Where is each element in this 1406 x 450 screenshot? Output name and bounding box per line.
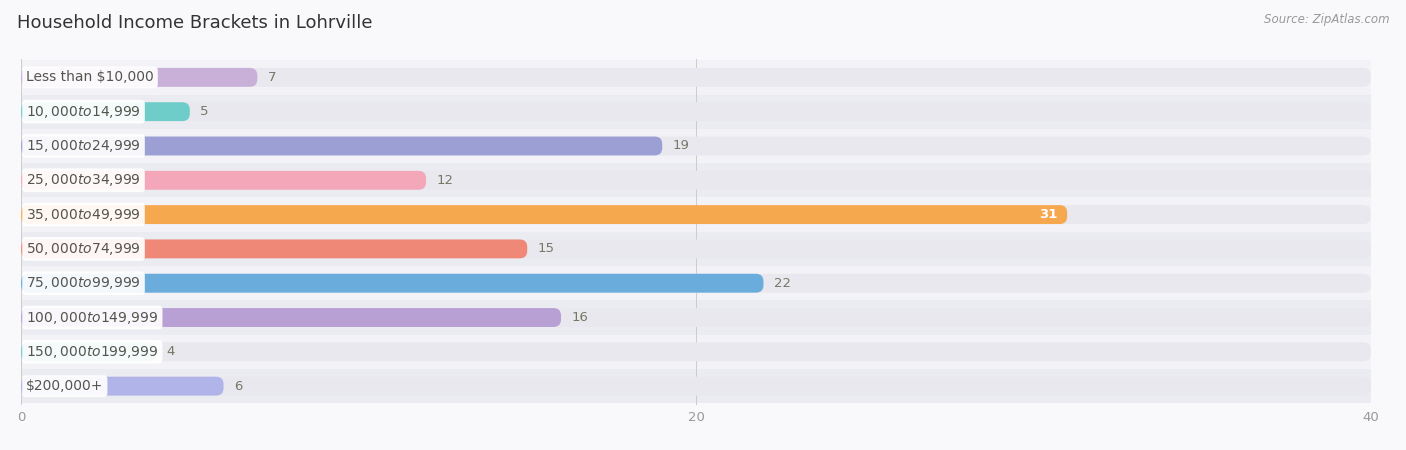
Text: 19: 19: [672, 140, 689, 153]
Bar: [21, 300, 1371, 335]
FancyBboxPatch shape: [21, 239, 1371, 258]
FancyBboxPatch shape: [21, 102, 190, 121]
Text: $200,000+: $200,000+: [27, 379, 104, 393]
FancyBboxPatch shape: [21, 274, 763, 292]
FancyBboxPatch shape: [21, 205, 1371, 224]
FancyBboxPatch shape: [21, 171, 426, 190]
Bar: [21, 94, 1371, 129]
Bar: [21, 335, 1371, 369]
Text: $100,000 to $149,999: $100,000 to $149,999: [27, 310, 159, 325]
FancyBboxPatch shape: [21, 377, 1371, 396]
FancyBboxPatch shape: [21, 102, 1371, 121]
Bar: [21, 129, 1371, 163]
Text: 5: 5: [200, 105, 208, 118]
Bar: [21, 198, 1371, 232]
Text: $15,000 to $24,999: $15,000 to $24,999: [27, 138, 141, 154]
Text: 22: 22: [773, 277, 790, 290]
Text: Less than $10,000: Less than $10,000: [27, 70, 153, 84]
Bar: [21, 266, 1371, 300]
Text: $35,000 to $49,999: $35,000 to $49,999: [27, 207, 141, 223]
FancyBboxPatch shape: [21, 136, 662, 155]
Text: 12: 12: [436, 174, 453, 187]
Text: 15: 15: [537, 243, 554, 256]
Bar: [21, 60, 1371, 94]
Text: 16: 16: [571, 311, 588, 324]
Bar: [21, 369, 1371, 403]
FancyBboxPatch shape: [21, 68, 257, 87]
Text: 31: 31: [1039, 208, 1057, 221]
FancyBboxPatch shape: [21, 205, 1067, 224]
FancyBboxPatch shape: [21, 136, 1371, 155]
Text: Source: ZipAtlas.com: Source: ZipAtlas.com: [1264, 14, 1389, 27]
Text: $10,000 to $14,999: $10,000 to $14,999: [27, 104, 141, 120]
Text: $75,000 to $99,999: $75,000 to $99,999: [27, 275, 141, 291]
Text: $25,000 to $34,999: $25,000 to $34,999: [27, 172, 141, 188]
Text: $50,000 to $74,999: $50,000 to $74,999: [27, 241, 141, 257]
FancyBboxPatch shape: [21, 342, 156, 361]
Text: Household Income Brackets in Lohrville: Household Income Brackets in Lohrville: [17, 14, 373, 32]
Text: 7: 7: [267, 71, 276, 84]
FancyBboxPatch shape: [21, 274, 1371, 292]
FancyBboxPatch shape: [21, 239, 527, 258]
Text: 6: 6: [233, 380, 242, 393]
FancyBboxPatch shape: [21, 171, 1371, 190]
FancyBboxPatch shape: [21, 68, 1371, 87]
FancyBboxPatch shape: [21, 308, 561, 327]
Text: $150,000 to $199,999: $150,000 to $199,999: [27, 344, 159, 360]
FancyBboxPatch shape: [21, 377, 224, 396]
FancyBboxPatch shape: [21, 308, 1371, 327]
Bar: [21, 232, 1371, 266]
Text: 4: 4: [166, 345, 174, 358]
FancyBboxPatch shape: [21, 342, 1371, 361]
Bar: [21, 163, 1371, 198]
